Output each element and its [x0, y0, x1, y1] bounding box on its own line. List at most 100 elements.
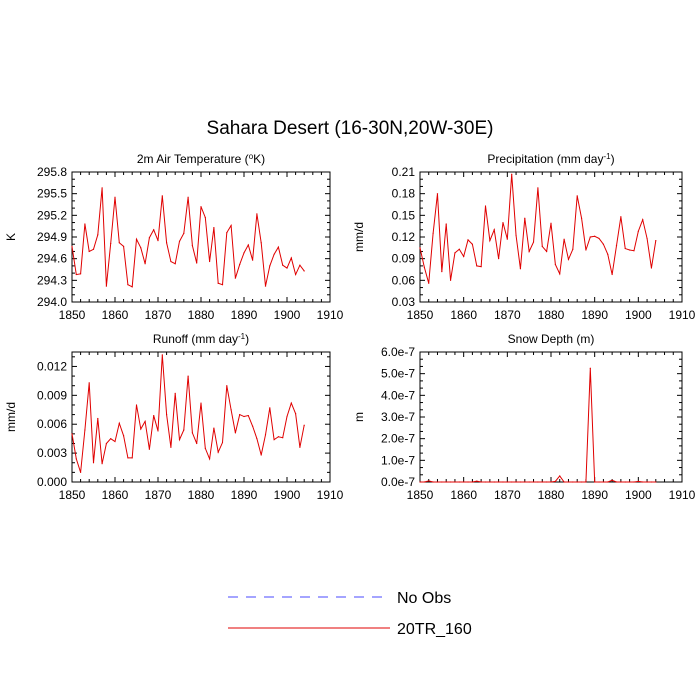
- y-tick-label-snow-depth: 4.0e-7: [381, 388, 415, 402]
- data-point-precipitation: [646, 237, 648, 240]
- data-point-runoff: [209, 458, 211, 460]
- data-point-snow-depth: [476, 480, 478, 482]
- data-point-air-temperature: [286, 267, 288, 269]
- data-point-precipitation: [484, 205, 487, 207]
- data-point-snow-depth: [554, 480, 556, 482]
- data-point-precipitation: [629, 249, 631, 251]
- data-point-snow-depth: [615, 481, 618, 483]
- data-point-runoff: [97, 417, 99, 420]
- data-point-air-temperature: [127, 284, 129, 286]
- data-point-air-temperature: [204, 216, 206, 219]
- x-tick-label-snow-depth: 1900: [625, 488, 652, 502]
- data-point-air-temperature: [234, 277, 236, 279]
- data-point-precipitation: [515, 234, 517, 237]
- data-point-snow-depth: [454, 481, 456, 483]
- data-point-snow-depth: [537, 481, 539, 483]
- series-line-precipitation: [419, 174, 657, 284]
- data-point-snow-depth: [655, 481, 657, 483]
- x-tick-label-air-temperature: 1870: [145, 308, 172, 322]
- data-point-snow-depth: [646, 481, 648, 483]
- x-tick-label-runoff: 1860: [102, 488, 129, 502]
- data-point-snow-depth: [489, 481, 491, 483]
- data-point-snow-depth: [629, 481, 631, 483]
- data-point-runoff: [92, 462, 95, 464]
- data-point-runoff: [217, 451, 219, 453]
- data-point-air-temperature: [123, 245, 125, 247]
- x-tick-label-runoff: 1890: [231, 488, 258, 502]
- data-point-snow-depth: [441, 481, 443, 483]
- data-point-runoff: [273, 439, 275, 441]
- data-point-runoff: [204, 447, 206, 449]
- y-axis-label-snow-depth: m: [352, 412, 366, 422]
- data-point-precipitation: [519, 268, 522, 270]
- data-point-runoff: [153, 414, 155, 417]
- data-point-air-temperature: [148, 237, 150, 239]
- data-point-air-temperature: [88, 250, 90, 253]
- series-line-snow-depth: [420, 368, 656, 483]
- x-tick-label-snow-depth: 1850: [407, 488, 434, 502]
- data-point-precipitation: [585, 249, 587, 251]
- data-point-precipitation: [532, 241, 535, 243]
- data-point-runoff: [105, 442, 107, 445]
- data-point-air-temperature: [84, 223, 86, 225]
- data-point-runoff: [295, 413, 297, 415]
- data-point-snow-depth: [576, 481, 578, 483]
- data-point-air-temperature: [135, 238, 138, 240]
- data-point-runoff: [157, 430, 159, 432]
- series-line-runoff: [71, 354, 305, 473]
- data-point-runoff: [131, 457, 133, 459]
- data-point-snow-depth: [580, 481, 583, 483]
- data-point-snow-depth: [428, 480, 430, 482]
- data-point-snow-depth: [589, 367, 591, 369]
- data-point-snow-depth: [550, 481, 552, 483]
- y-tick-label-air-temperature: 295.5: [37, 187, 67, 201]
- data-point-runoff: [187, 375, 189, 377]
- y-tick-label-snow-depth: 1.0e-7: [381, 453, 415, 467]
- data-point-air-temperature: [290, 257, 292, 259]
- data-point-air-temperature: [209, 260, 211, 263]
- data-point-air-temperature: [114, 196, 116, 198]
- data-point-runoff: [277, 436, 279, 438]
- series-line-air-temperature: [71, 187, 305, 288]
- data-point-precipitation: [432, 232, 434, 234]
- data-point-snow-depth: [598, 481, 600, 483]
- data-point-snow-depth: [559, 475, 561, 477]
- data-point-runoff: [110, 438, 112, 440]
- data-point-air-temperature: [101, 187, 103, 189]
- data-point-air-temperature: [299, 264, 301, 266]
- y-axis-label-precipitation: mm/d: [352, 222, 366, 252]
- data-point-precipitation: [506, 238, 508, 240]
- data-point-runoff: [178, 439, 181, 441]
- data-point-runoff: [226, 385, 228, 387]
- y-tick-label-air-temperature: 294.0: [37, 295, 67, 309]
- data-point-air-temperature: [105, 285, 107, 287]
- data-point-runoff: [303, 424, 305, 426]
- data-point-snow-depth: [633, 481, 635, 483]
- data-point-snow-depth: [602, 481, 605, 483]
- x-tick-label-precipitation: 1890: [581, 308, 608, 322]
- data-point-snow-depth: [532, 481, 535, 483]
- data-point-snow-depth: [528, 481, 530, 483]
- data-point-precipitation: [589, 236, 591, 238]
- y-tick-label-precipitation: 0.15: [392, 208, 416, 222]
- data-point-air-temperature: [183, 232, 185, 234]
- data-point-snow-depth: [650, 481, 653, 483]
- data-point-air-temperature: [252, 259, 254, 261]
- data-point-snow-depth: [620, 481, 622, 483]
- data-point-air-temperature: [217, 282, 219, 284]
- data-point-precipitation: [467, 239, 469, 241]
- data-point-snow-depth: [463, 481, 465, 483]
- data-point-snow-depth: [541, 481, 543, 483]
- legend-label-no-obs: No Obs: [397, 590, 451, 607]
- panel-air-temperature: 2m Air Temperature (oK) K 1850 1860 1870 1880…: [4, 152, 344, 323]
- data-point-air-temperature: [269, 265, 271, 267]
- data-point-runoff: [282, 437, 284, 439]
- y-tick-label-snow-depth: 2.0e-7: [381, 432, 415, 446]
- x-tick-label-precipitation: 1870: [494, 308, 521, 322]
- data-point-air-temperature: [187, 196, 189, 198]
- plot-frame-air-temperature: [71, 171, 331, 303]
- y-tick-label-snow-depth: 0.0e-7: [381, 475, 415, 489]
- data-point-precipitation: [637, 230, 639, 232]
- data-point-precipitation: [563, 238, 565, 240]
- x-tick-label-precipitation: 1880: [538, 308, 565, 322]
